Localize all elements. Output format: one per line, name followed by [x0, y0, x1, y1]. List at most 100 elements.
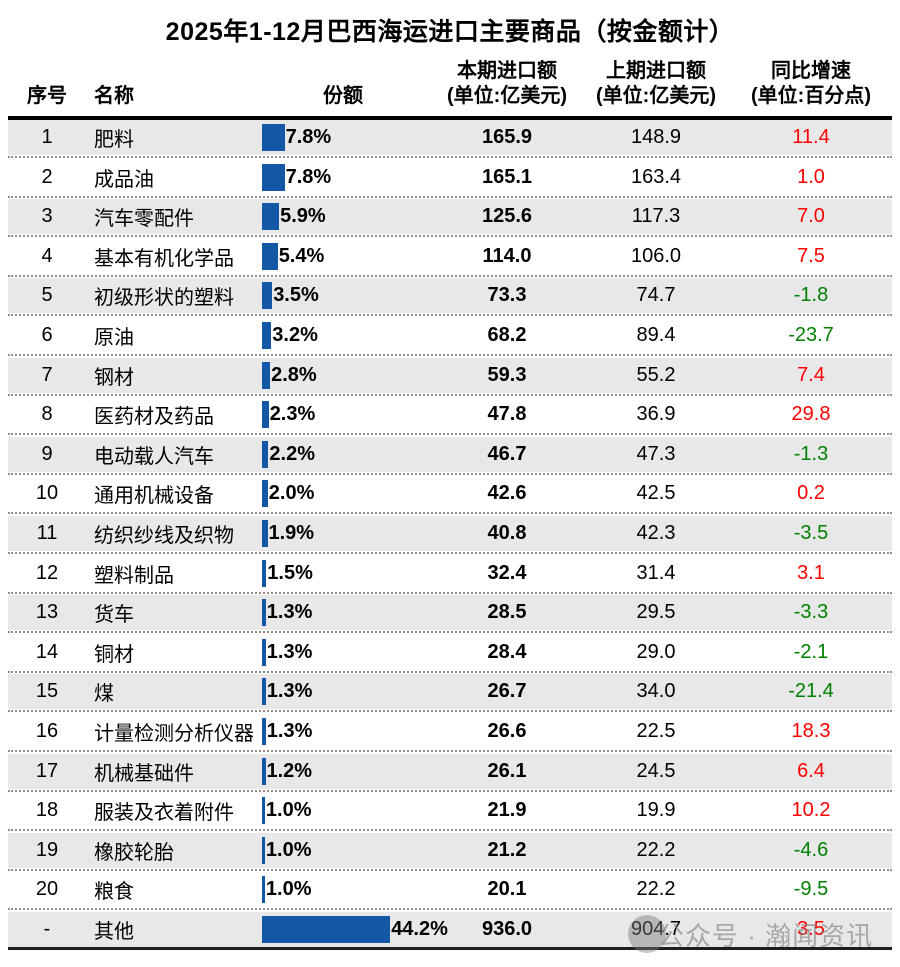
table-row: 4 基本有机化学品 5.4% 114.0 106.0 7.5 — [8, 239, 892, 274]
yoy-growth-value: 18.3 — [791, 719, 831, 742]
table-row: 5 初级形状的塑料 3.5% 73.3 74.7 -1.8 — [8, 278, 892, 314]
commodity-name: 基本有机化学品 — [94, 247, 234, 270]
current-import-value: 20.1 — [487, 878, 527, 901]
table-row: 6 原油 3.2% 68.2 89.4 -23.7 — [8, 318, 892, 353]
share-label: 1.5% — [267, 561, 313, 584]
yoy-growth-value: -4.6 — [793, 838, 829, 861]
share-bar — [262, 401, 269, 429]
previous-import-value: 36.9 — [636, 403, 676, 426]
header-previous-unit: (单位:亿美元) — [596, 85, 716, 107]
commodity-name: 电动载人汽车 — [94, 445, 214, 468]
table-body: 1 肥料 7.8% 165.9 148.9 11.4 2 成品油 7.8% 165.1 163.4 1… — [8, 120, 892, 950]
row-index: 8 — [41, 403, 53, 426]
current-import-value: 165.1 — [481, 165, 533, 188]
row-divider — [8, 352, 892, 358]
row-index: 14 — [35, 640, 59, 663]
share-cell: 1.3% — [254, 599, 432, 627]
share-label: 3.5% — [273, 284, 319, 307]
current-import-value: 165.9 — [481, 126, 533, 148]
header-name: 名称 — [94, 85, 134, 107]
share-label: 2.2% — [269, 442, 315, 465]
share-cell: 2.0% — [254, 480, 432, 508]
imports-table: 序号 名称 份额 本期进口额 (单位:亿美元) 上期进口额 (单位:亿美元) 同… — [8, 54, 892, 950]
row-index: 20 — [35, 878, 59, 901]
row-index: 5 — [41, 284, 53, 307]
share-bar — [262, 599, 266, 627]
commodity-name: 通用机械设备 — [94, 485, 214, 508]
previous-import-value: 74.7 — [636, 284, 676, 307]
yoy-growth-value: 0.2 — [797, 482, 825, 505]
current-import-value: 32.4 — [487, 561, 527, 584]
share-cell: 1.3% — [254, 717, 432, 745]
share-bar — [262, 440, 269, 468]
yoy-growth-value: -1.8 — [793, 284, 829, 307]
header-current-label: 本期进口额 — [457, 60, 557, 82]
header-share: 份额 — [323, 85, 363, 107]
current-import-value: 114.0 — [482, 244, 532, 267]
share-cell: 5.4% — [254, 242, 432, 270]
table-row: 11 纺织纱线及织物 1.9% 40.8 42.3 -3.5 — [8, 515, 892, 551]
share-cell: 3.2% — [254, 321, 432, 349]
commodity-name: 煤 — [94, 683, 114, 706]
yoy-growth-value: 6.4 — [797, 759, 825, 782]
row-divider — [8, 709, 892, 714]
row-divider — [8, 828, 892, 833]
share-label: 7.8% — [285, 126, 332, 148]
table-row: 19 橡胶轮胎 1.0% 21.2 22.2 -4.6 — [8, 832, 892, 868]
header-yoy-growth: 同比增速 (单位:百分点) — [730, 59, 892, 109]
header-growth-label: 同比增速 — [771, 60, 851, 82]
share-bar — [262, 797, 265, 825]
table-row: 9 电动载人汽车 2.2% 46.7 47.3 -1.3 — [8, 436, 892, 472]
row-divider — [8, 867, 892, 873]
row-divider — [8, 432, 892, 437]
current-import-value: 125.6 — [481, 205, 533, 228]
row-index: 18 — [35, 799, 59, 822]
current-import-value: 59.3 — [487, 363, 527, 386]
share-cell: 1.2% — [254, 757, 432, 785]
share-label: 3.2% — [272, 323, 318, 346]
header-index: 序号 — [27, 85, 67, 107]
commodity-name: 原油 — [94, 326, 134, 349]
current-import-value: 21.9 — [487, 799, 527, 822]
current-import-value: 46.7 — [487, 442, 527, 465]
previous-import-value: 55.2 — [636, 363, 676, 386]
table-row: 12 塑料制品 1.5% 32.4 31.4 3.1 — [8, 556, 892, 591]
yoy-growth-value: 1.0 — [797, 165, 825, 188]
share-cell: 1.0% — [254, 876, 432, 904]
current-import-value: 26.7 — [487, 680, 527, 703]
yoy-growth-value: -1.3 — [793, 442, 829, 465]
share-cell: 5.9% — [254, 203, 432, 231]
share-cell: 2.2% — [254, 440, 432, 468]
share-label: 1.0% — [265, 799, 312, 822]
yoy-growth-value: 11.4 — [792, 126, 830, 148]
yoy-growth-value: -3.5 — [793, 521, 829, 544]
row-divider — [8, 748, 892, 754]
commodity-name: 纺织纱线及织物 — [94, 524, 234, 547]
previous-import-value: 29.5 — [636, 601, 676, 624]
share-cell: 1.3% — [254, 678, 432, 706]
share-cell: 7.8% — [254, 124, 432, 151]
row-index: 15 — [35, 680, 59, 703]
commodity-name: 货车 — [94, 604, 134, 627]
share-bar — [262, 876, 265, 904]
share-cell: 1.0% — [254, 797, 432, 825]
import-table-page: 2025年1-12月巴西海运进口主要商品（按金额计） 序号 名称 份额 本期进口… — [0, 12, 900, 953]
yoy-growth-value: 3.1 — [797, 561, 825, 584]
row-index: 13 — [35, 601, 59, 624]
commodity-name: 医药材及药品 — [94, 406, 214, 429]
row-index: 11 — [36, 521, 58, 544]
yoy-growth-value: -3.3 — [793, 601, 829, 624]
table-row: 3 汽车零配件 5.9% 125.6 117.3 7.0 — [8, 199, 892, 235]
row-index: 16 — [35, 719, 59, 742]
table-row: 1 肥料 7.8% 165.9 148.9 11.4 — [8, 120, 892, 155]
share-label: 1.0% — [265, 838, 312, 861]
previous-import-value: 117.3 — [631, 205, 681, 228]
current-import-value: 47.8 — [487, 403, 527, 426]
row-index: 2 — [41, 165, 53, 188]
row-index: 9 — [41, 442, 53, 465]
share-bar — [262, 836, 265, 864]
header-growth-unit: (单位:百分点) — [751, 85, 871, 107]
commodity-name: 钢材 — [94, 366, 134, 389]
row-divider — [8, 907, 892, 912]
row-divider — [8, 511, 892, 516]
